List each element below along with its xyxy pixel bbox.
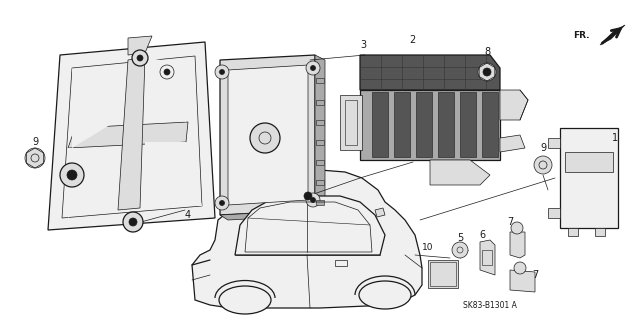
Bar (394, 92, 410, 157)
Polygon shape (360, 90, 500, 160)
Polygon shape (548, 208, 560, 218)
Bar (316, 180, 324, 185)
Bar (345, 100, 357, 145)
Circle shape (60, 163, 84, 187)
Text: 9: 9 (540, 143, 546, 153)
Circle shape (310, 65, 316, 70)
Text: 7: 7 (532, 270, 538, 280)
Circle shape (164, 69, 170, 75)
Circle shape (132, 50, 148, 66)
Polygon shape (192, 170, 422, 308)
Bar (316, 78, 324, 83)
Polygon shape (510, 270, 535, 292)
Circle shape (306, 193, 320, 207)
Polygon shape (430, 160, 490, 185)
Polygon shape (68, 122, 188, 148)
Text: 6: 6 (479, 230, 485, 240)
Polygon shape (48, 42, 215, 230)
Circle shape (534, 156, 552, 174)
Bar (482, 250, 492, 265)
Circle shape (129, 218, 137, 226)
Polygon shape (500, 90, 528, 120)
Bar (416, 92, 432, 157)
Circle shape (514, 262, 526, 274)
Polygon shape (145, 57, 186, 122)
Polygon shape (480, 240, 495, 275)
Bar (335, 260, 347, 266)
Bar (372, 92, 388, 157)
Circle shape (215, 65, 229, 79)
Ellipse shape (359, 281, 411, 309)
Circle shape (137, 55, 143, 61)
Polygon shape (315, 55, 325, 215)
Circle shape (478, 63, 496, 81)
Bar (430, 262, 456, 286)
Polygon shape (68, 148, 118, 218)
Circle shape (452, 242, 468, 258)
Polygon shape (118, 57, 145, 210)
Text: 9: 9 (32, 137, 38, 147)
Polygon shape (548, 138, 560, 148)
Text: 2: 2 (409, 35, 415, 45)
Bar (482, 92, 498, 157)
Bar (316, 140, 324, 145)
Text: FR.: FR. (573, 31, 590, 40)
Bar (560, 128, 618, 228)
Bar (428, 260, 458, 288)
Polygon shape (145, 142, 202, 206)
Text: 4: 4 (185, 210, 191, 220)
Polygon shape (510, 232, 525, 258)
Text: 8: 8 (484, 47, 490, 57)
Bar (565, 152, 613, 172)
Bar (438, 92, 454, 157)
Text: 3: 3 (360, 40, 366, 50)
Polygon shape (228, 65, 308, 205)
Polygon shape (360, 55, 500, 90)
Circle shape (306, 61, 320, 75)
Circle shape (220, 70, 225, 75)
Circle shape (310, 197, 316, 203)
Polygon shape (235, 196, 385, 255)
Bar (340, 95, 362, 150)
Bar (595, 228, 605, 236)
Polygon shape (72, 68, 118, 148)
Bar (316, 200, 324, 205)
Text: 10: 10 (422, 243, 434, 253)
Circle shape (250, 123, 280, 153)
Text: SK83-B1301 A: SK83-B1301 A (463, 300, 517, 309)
Polygon shape (220, 210, 325, 220)
Polygon shape (500, 135, 525, 152)
Polygon shape (128, 36, 152, 55)
Circle shape (304, 192, 312, 200)
Polygon shape (220, 55, 315, 215)
Polygon shape (600, 25, 625, 45)
Ellipse shape (219, 286, 271, 314)
Circle shape (215, 196, 229, 210)
Bar (316, 120, 324, 125)
Circle shape (483, 68, 491, 76)
Bar (460, 92, 476, 157)
Bar (316, 160, 324, 165)
Text: 7: 7 (507, 217, 513, 227)
Circle shape (67, 170, 77, 180)
Circle shape (220, 201, 225, 205)
Text: 5: 5 (457, 233, 463, 243)
Polygon shape (375, 208, 385, 217)
Circle shape (25, 148, 45, 168)
Bar (316, 100, 324, 105)
Bar (568, 228, 578, 236)
Text: 1: 1 (612, 133, 618, 143)
Circle shape (123, 212, 143, 232)
Circle shape (511, 222, 523, 234)
